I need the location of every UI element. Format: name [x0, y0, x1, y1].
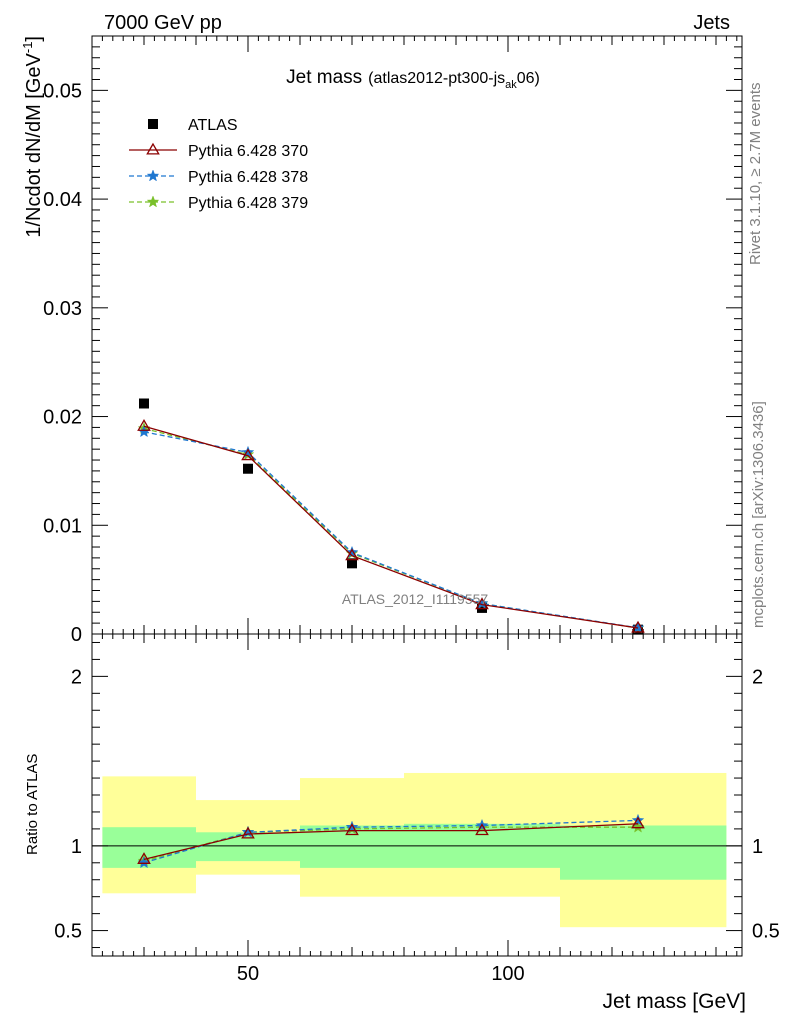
main-y-tick-label: 0.03	[43, 298, 82, 320]
main-y-axis-label-sup: -1	[20, 42, 35, 54]
chart-title: Jet mass (atlas2012-pt300-jsak06)	[286, 67, 540, 91]
main-line-0	[143, 425, 639, 629]
header-right: Jets	[693, 12, 730, 34]
x-axis-label: Jet mass [GeV]	[602, 990, 746, 1013]
legend-marker-atlas	[148, 119, 158, 129]
ratio-line-0	[143, 823, 639, 861]
x-tick-label: 50	[237, 963, 259, 985]
legend-label: Pythia 6.428 378	[188, 169, 308, 186]
ratio-y-tick-label-right: 0.5	[752, 921, 780, 943]
main-point	[631, 620, 645, 633]
legend-label: ATLAS	[188, 117, 238, 134]
ratio-y-axis-label: Ratio to ATLAS	[24, 754, 41, 855]
ratio-point	[241, 826, 255, 839]
main-y-tick-label: 0.05	[43, 80, 82, 102]
main-point	[137, 419, 151, 431]
legend: ATLAS Pythia 6.428 370 Pythia 6.428 378 Pyt…	[129, 117, 308, 212]
ratio-point	[345, 820, 359, 833]
main-point	[631, 621, 645, 634]
ratio-y-tick-label-left: 2	[71, 666, 82, 688]
main-point	[241, 448, 255, 461]
band-inner-2	[300, 825, 404, 868]
main-y-tick-label: 0.01	[43, 515, 82, 537]
legend-marker	[146, 195, 160, 208]
main-y-axis-label-text: 1/Ncdot dN/dM [GeV	[23, 52, 45, 237]
ratio-point	[241, 825, 255, 838]
legend-marker	[146, 142, 160, 155]
chart-title-subscript: ak	[505, 79, 517, 91]
atlas-data-point	[139, 398, 149, 409]
band-inner-1	[196, 832, 300, 862]
x-tick-label: 100	[491, 963, 524, 985]
data-series	[137, 398, 645, 869]
axis-ticks: 50 100 0 0.01 0.02 0.03 0.04 0.05 0.5 0.5 1 1 2 2	[43, 35, 780, 985]
ratio-y-tick-label-right: 1	[752, 836, 763, 858]
main-y-axis-label-end: ]	[23, 36, 45, 42]
chart-title-main: Jet mass	[286, 67, 362, 88]
analysis-watermark: ATLAS_2012_I1119557	[342, 591, 489, 607]
atlas-data-point	[243, 463, 253, 474]
ratio-point	[475, 823, 489, 836]
legend-label: Pythia 6.428 370	[188, 143, 308, 160]
mcplots-label: mcplots.cern.ch [arXiv:1306.3436]	[750, 401, 767, 628]
legend-marker	[146, 169, 160, 182]
chart-title-sub: (atlas2012-pt300-js	[368, 70, 505, 87]
chart-title-sub-end: 06)	[517, 70, 540, 87]
legend-label: Pythia 6.428 379	[188, 195, 308, 212]
ratio-bands	[92, 772, 742, 928]
rivet-label: Rivet 3.1.10, ≥ 2.7M events	[747, 83, 764, 266]
band-inner-4	[560, 825, 727, 880]
main-y-axis-label: 1/Ncdot dN/dM [GeV-1]	[20, 36, 45, 238]
main-point	[345, 548, 359, 561]
main-y-tick-label: 0.04	[43, 189, 82, 211]
main-point	[475, 597, 489, 610]
main-point	[475, 596, 489, 609]
main-y-tick-label: 0	[71, 624, 82, 646]
main-y-tick-label: 0.02	[43, 407, 82, 429]
ratio-point	[631, 816, 645, 829]
main-point	[241, 445, 255, 458]
ratio-point	[631, 813, 645, 826]
header-left: 7000 GeV pp	[104, 12, 222, 34]
atlas-data-point	[347, 558, 357, 569]
ratio-point	[345, 823, 359, 836]
ratio-y-tick-label-right: 2	[752, 666, 763, 688]
ratio-y-tick-label-left: 1	[71, 836, 82, 858]
ratio-point	[137, 852, 151, 864]
ratio-y-tick-label-left: 0.5	[54, 921, 82, 943]
